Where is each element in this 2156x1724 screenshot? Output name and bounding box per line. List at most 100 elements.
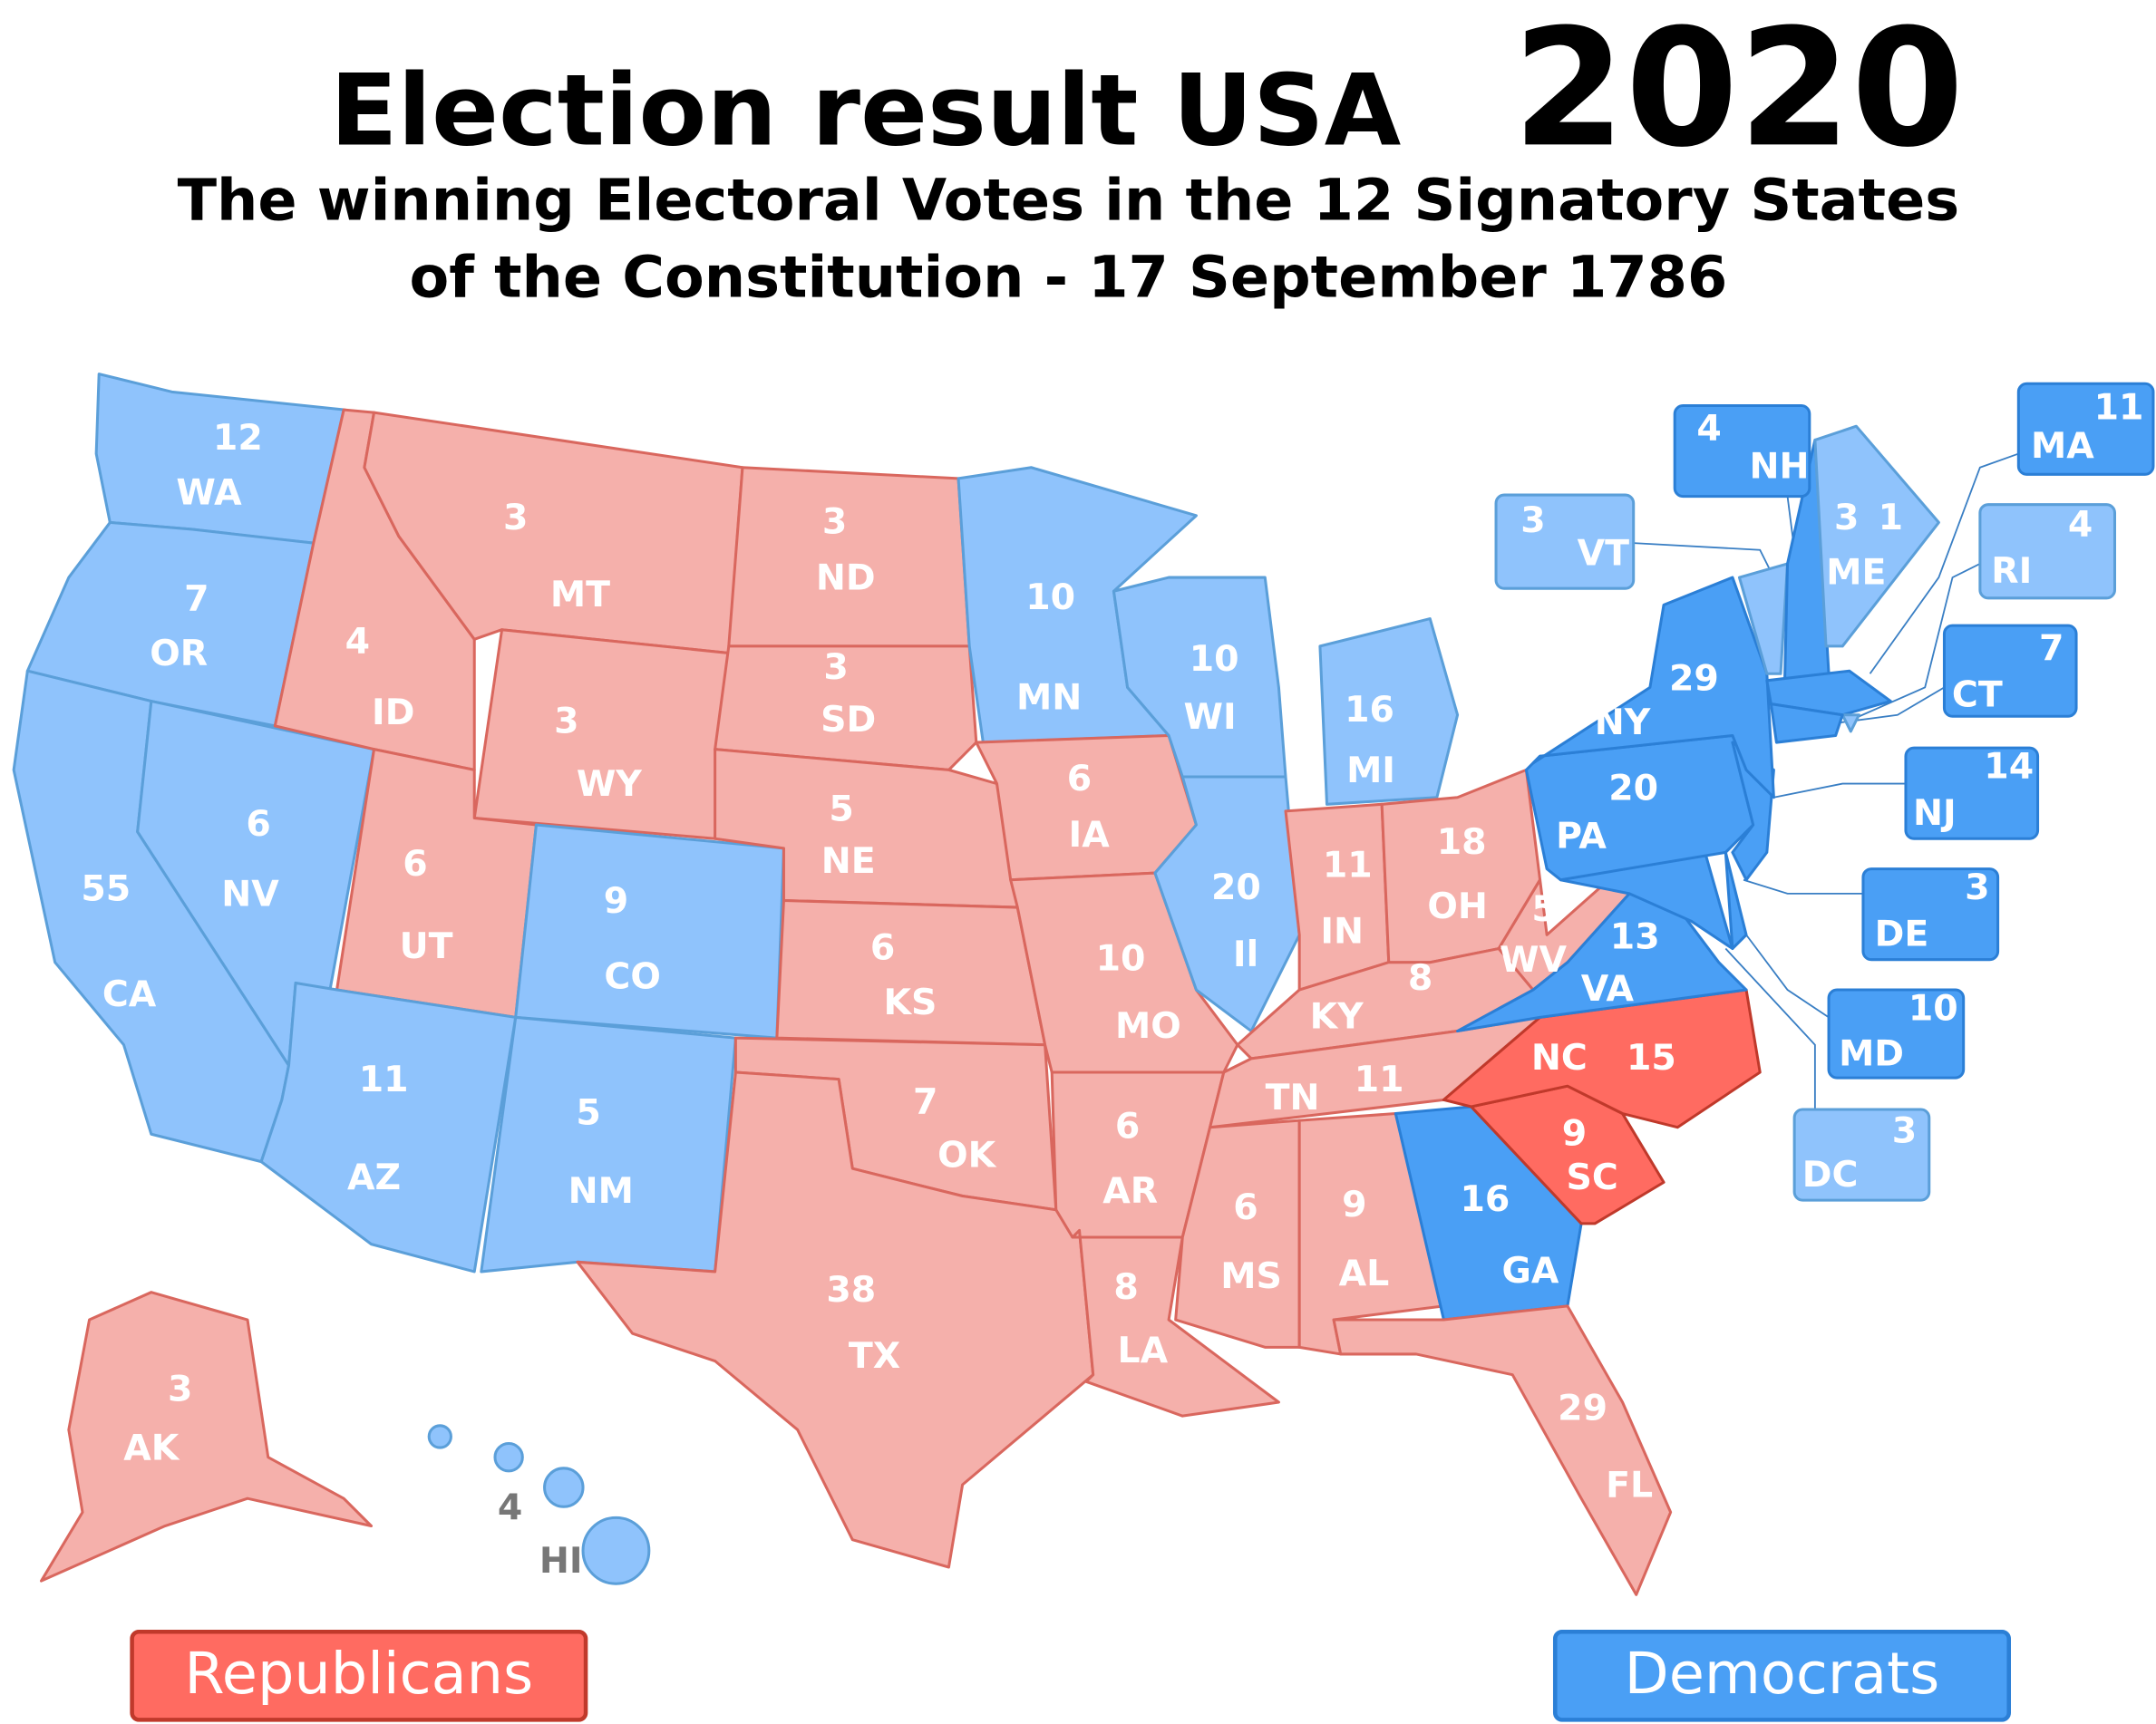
state-abbr: FL [1606, 1465, 1653, 1506]
state-abbr: MO [1115, 1005, 1181, 1047]
state-votes: 6 [870, 927, 895, 969]
state-shape [480, 1015, 737, 1274]
leader-lines [1633, 452, 2019, 1109]
state-shape [1769, 702, 1844, 744]
state-votes: 4 [1696, 407, 1721, 449]
legend-box [130, 1630, 588, 1722]
state-abbr: SC [1567, 1157, 1618, 1198]
state-abbr: NY [1595, 702, 1651, 743]
subtitle: of the Constitution - 17 September 1786 [409, 245, 1727, 312]
state-votes: 7 [184, 577, 209, 619]
state-votes: 12 [213, 417, 263, 459]
state-votes: 9 [604, 880, 628, 922]
state-votes: 10 [1190, 638, 1239, 680]
state-abbr: VA [1581, 968, 1635, 1010]
state-abbr: WI [1184, 696, 1237, 738]
state-abbr: CT [1952, 674, 2003, 716]
state-votes: 4 [2068, 503, 2093, 545]
state-abbr: ID [372, 692, 414, 733]
state-abbr: UT [400, 925, 453, 967]
state-votes: 16 [1460, 1178, 1510, 1220]
state-abbr: RI [1991, 550, 2032, 592]
state-abbr: NE [821, 840, 876, 882]
state-abbr: ME [1826, 552, 1886, 594]
state-votes: 38 [826, 1269, 876, 1311]
state-votes: 20 [1211, 867, 1261, 908]
state-abbr: NV [221, 873, 279, 915]
state-abbr: MI [1346, 750, 1395, 791]
state-shape [714, 644, 978, 771]
state-votes: 3 [822, 500, 847, 542]
state-abbr: AZ [347, 1157, 401, 1198]
state-votes: 9 [1342, 1184, 1366, 1225]
state-abbr: IN [1320, 910, 1364, 952]
state-shape [514, 823, 785, 1040]
state-shape [1531, 576, 1775, 799]
state-votes: 3 [503, 497, 528, 538]
state-abbr: MA [2031, 425, 2094, 467]
state-votes: 7 [913, 1080, 937, 1122]
state-abbr: AL [1339, 1253, 1390, 1294]
state-votes: 6 [246, 803, 270, 845]
state-votes: 5 [829, 788, 853, 829]
state-abbr: HI [539, 1540, 583, 1582]
state-abbr: TX [849, 1335, 900, 1377]
state-abbr: NC [1531, 1037, 1588, 1079]
state-abbr: GA [1502, 1250, 1559, 1292]
state-votes: 11 [2094, 387, 2144, 429]
state-shape [427, 1424, 452, 1449]
state-abbr: NJ [1913, 792, 1957, 834]
state-votes: 11 [359, 1059, 409, 1100]
state-abbr: AK [123, 1428, 180, 1469]
state-votes: 4 [498, 1487, 522, 1528]
legend-label: Democrats [1625, 1641, 1940, 1708]
state-abbr: AR [1102, 1170, 1158, 1212]
state-votes: 6 [1067, 758, 1092, 799]
state-abbr: CA [102, 973, 157, 1015]
state-votes: 3 [1965, 867, 1989, 908]
state-votes: 6 [403, 843, 427, 885]
state-shape [581, 1516, 651, 1585]
title-year: 2020 [1512, 0, 1964, 183]
state-abbr: DC [1802, 1154, 1859, 1196]
state-shape [1332, 1304, 1673, 1596]
callout-box [1827, 988, 1966, 1080]
callout-box [1673, 403, 1811, 499]
state-votes: 16 [1345, 689, 1394, 731]
state-votes: 9 [1562, 1112, 1587, 1154]
state-shape [1840, 713, 1860, 733]
state-votes: 3 [168, 1368, 192, 1409]
state-abbr: MD [1839, 1032, 1904, 1074]
state-abbr: TN [1266, 1077, 1320, 1119]
state-shape [1318, 617, 1460, 806]
state-shape [576, 1070, 1095, 1569]
state-abbr: ND [816, 557, 876, 599]
state-abbr: VT [1578, 532, 1630, 574]
state-shape [1153, 775, 1301, 1033]
state-abbr: Il [1233, 934, 1258, 975]
state-abbr: PA [1556, 816, 1607, 857]
state-votes: 8 [1113, 1266, 1138, 1308]
legend-label: Republicans [184, 1641, 533, 1708]
state-shape [39, 1291, 373, 1583]
title: Election result USA [330, 53, 1401, 168]
state-votes: 55 [81, 867, 131, 909]
state-abbr: MT [550, 574, 610, 615]
state-shape [1394, 1105, 1583, 1322]
state-votes: 4 [345, 620, 370, 662]
state-votes: 10 [1908, 987, 1958, 1029]
state-votes: 1 [1879, 497, 1903, 538]
state-abbr: KS [884, 982, 937, 1023]
callout-box [1494, 493, 1636, 590]
state-shape [1174, 1119, 1301, 1349]
state-abbr: OH [1427, 886, 1488, 927]
state-votes: 3 [823, 646, 848, 688]
legend-box [1552, 1630, 2012, 1722]
state-abbr: SD [821, 699, 876, 741]
subtitle: The winning Electoral Votes in the 12 Si… [178, 168, 1960, 235]
state-votes: 11 [1355, 1059, 1404, 1100]
state-votes: 5 [576, 1092, 600, 1134]
state-abbr: KY [1310, 995, 1364, 1037]
state-shape [543, 1467, 585, 1508]
